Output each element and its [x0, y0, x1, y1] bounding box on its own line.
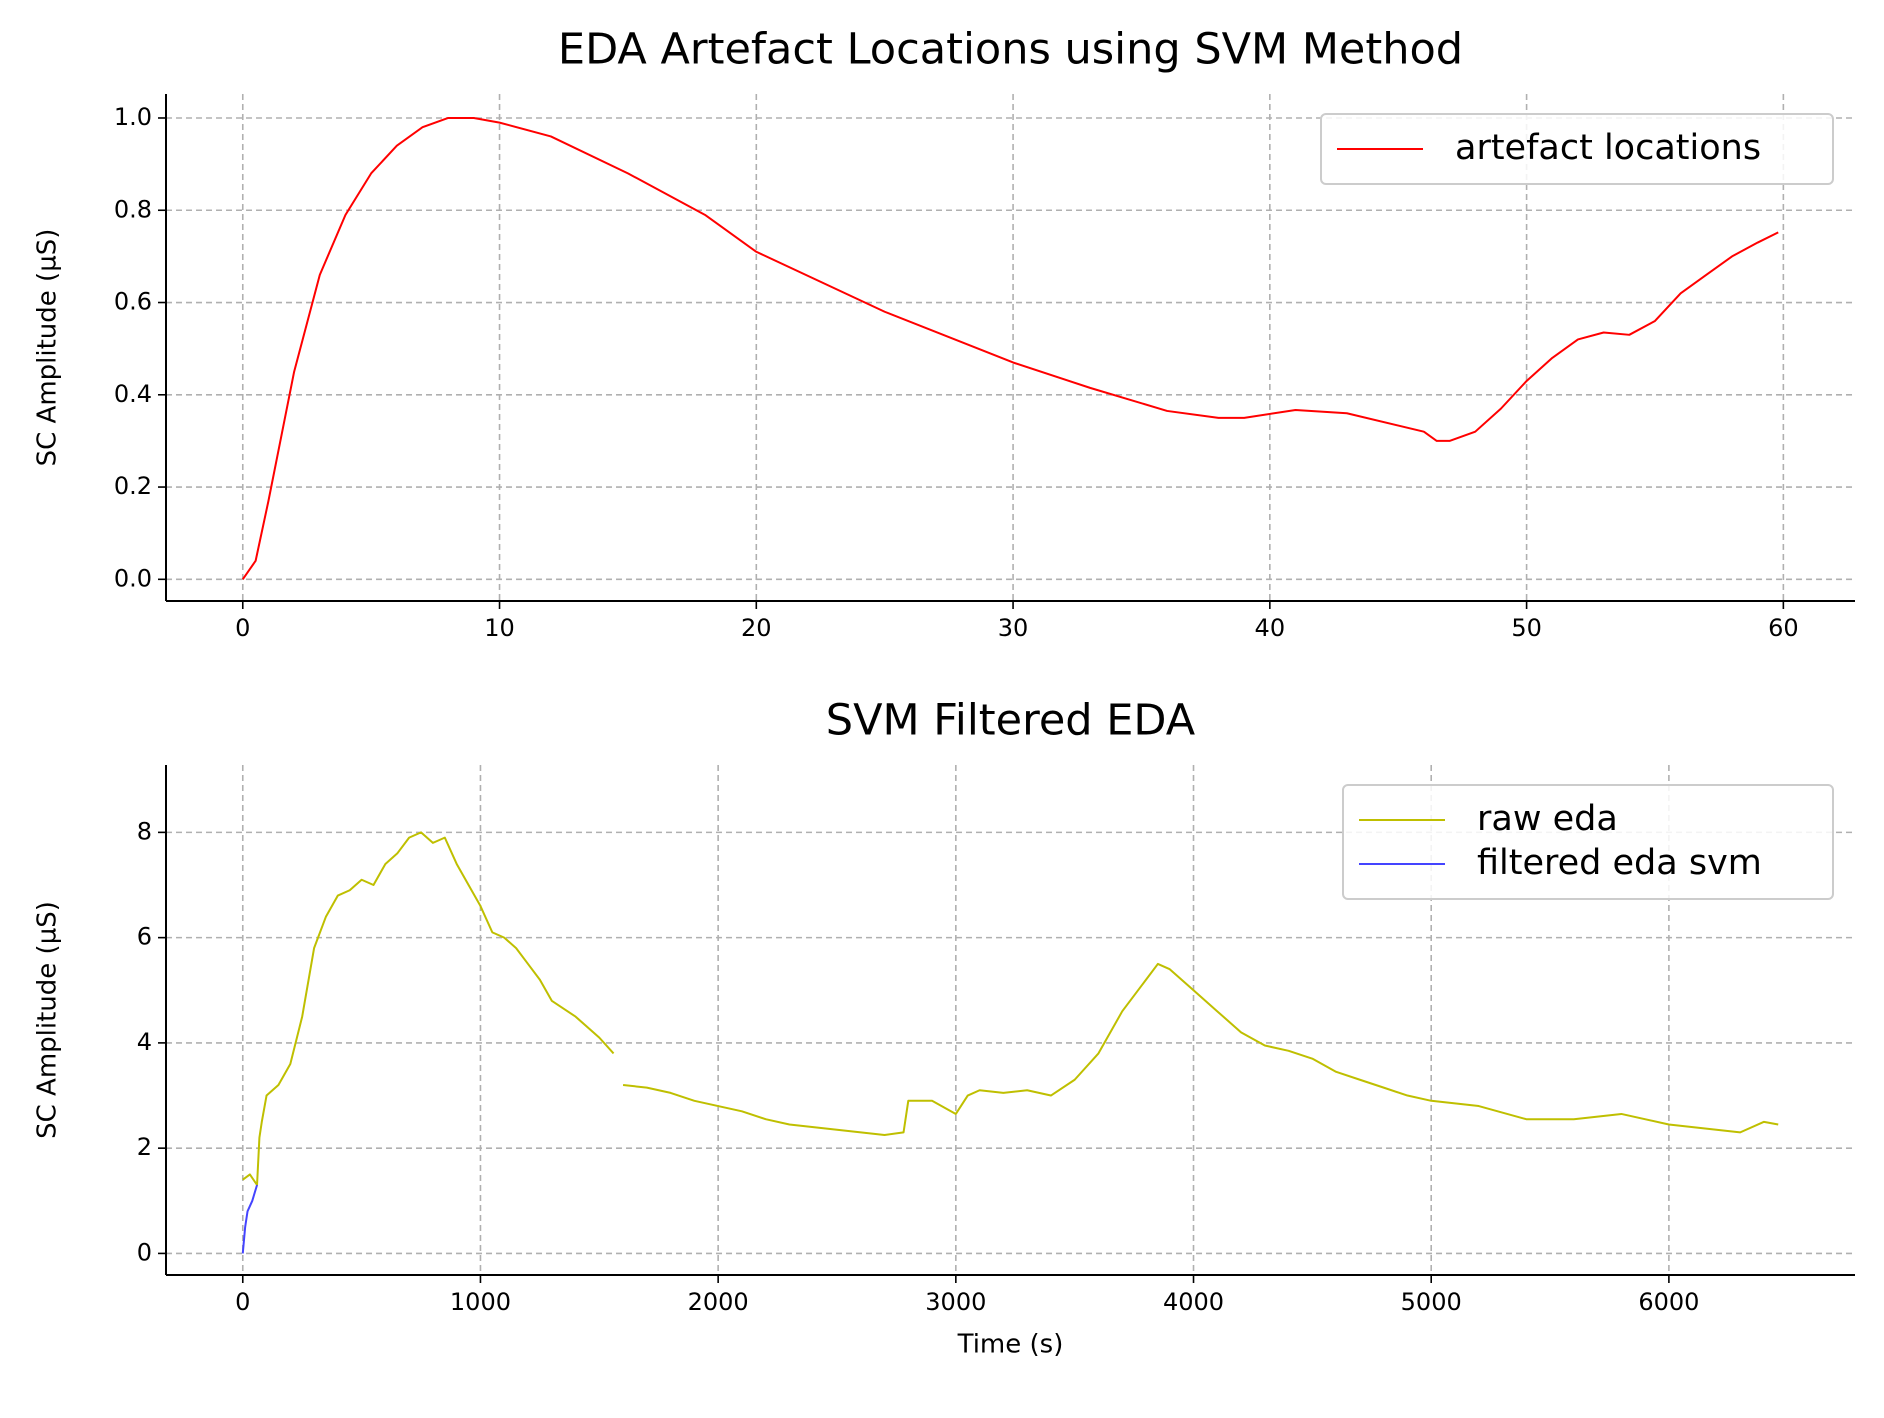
- x-tick-label: 6000: [1638, 1288, 1699, 1316]
- x-tick-label: 0: [235, 614, 250, 642]
- x-tick-label: 2000: [688, 1288, 749, 1316]
- y-tick-label: 0.2: [114, 472, 152, 500]
- y-axis-label: SC Amplitude (µS): [33, 901, 63, 1139]
- subplot: EDA Artefact Locations using SVM Method 0…: [33, 25, 1855, 642]
- y-tick-label: 4: [137, 1028, 152, 1056]
- y-axis-label: SC Amplitude (µS): [33, 229, 63, 467]
- x-tick-label: 60: [1768, 614, 1799, 642]
- legend-label: artefact locations: [1455, 128, 1761, 168]
- data-line: [241, 116, 1779, 580]
- chart-title: EDA Artefact Locations using SVM Method: [558, 25, 1463, 75]
- data-line: [241, 1184, 258, 1254]
- x-tick-label: 3000: [925, 1288, 986, 1316]
- y-tick-label: 0.0: [114, 564, 152, 592]
- x-tick-label: 1000: [450, 1288, 511, 1316]
- x-tick-label: 5000: [1401, 1288, 1462, 1316]
- y-tick-label: 1.0: [114, 103, 152, 131]
- subplot: SVM Filtered EDA 0 2 4 6 8 0 1000 2000 3000 4000 50…: [33, 696, 1855, 1360]
- x-axis-label: Time (s): [957, 1330, 1064, 1360]
- x-tick-label: 0: [235, 1288, 250, 1316]
- y-tick-label: 0.6: [114, 288, 152, 316]
- x-tick-label: 40: [1255, 614, 1286, 642]
- x-tick-label: 50: [1511, 614, 1542, 642]
- x-tick-label: 30: [998, 614, 1029, 642]
- x-tick-label: 10: [484, 614, 515, 642]
- x-tick-label: 20: [741, 614, 772, 642]
- y-tick-label: 0.8: [114, 195, 152, 223]
- y-tick-label: 6: [137, 923, 152, 951]
- y-tick-label: 2: [137, 1133, 152, 1161]
- y-tick-label: 0.4: [114, 380, 152, 408]
- legend-box: [1320, 113, 1834, 185]
- data-line: [242, 831, 1779, 1186]
- y-tick-label: 0: [137, 1238, 152, 1266]
- x-tick-label: 4000: [1163, 1288, 1224, 1316]
- y-tick-label: 8: [137, 817, 152, 845]
- legend-label: raw eda: [1477, 799, 1618, 839]
- legend-label: filtered eda svm: [1477, 843, 1762, 883]
- chart-title: SVM Filtered EDA: [826, 696, 1196, 746]
- legend: artefact locations: [1320, 113, 1834, 185]
- legend-box: [1342, 784, 1834, 900]
